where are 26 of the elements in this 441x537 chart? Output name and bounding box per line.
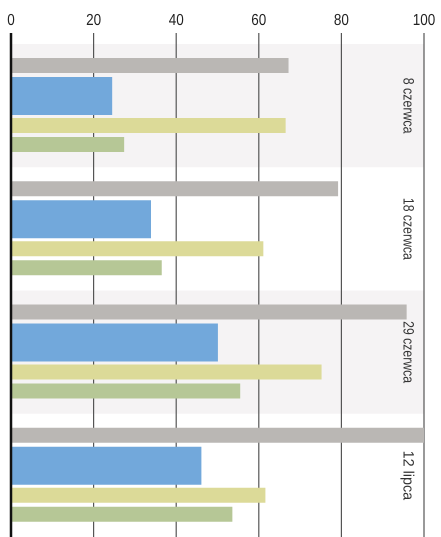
bar — [11, 488, 266, 503]
x-tick-label: 0 — [7, 12, 16, 29]
x-tick-label: 100 — [412, 12, 440, 29]
x-tick-label: 40 — [168, 12, 186, 29]
y-tick-label: 8 czerwca — [400, 78, 416, 146]
bar — [11, 384, 240, 398]
bar — [11, 304, 407, 320]
bar — [11, 260, 162, 276]
y-tick-label: 18 czerwca — [400, 198, 416, 274]
bar — [11, 181, 338, 196]
y-tick-label: 12 lipca — [400, 450, 416, 502]
bar — [11, 241, 264, 256]
bar — [11, 77, 112, 115]
x-tick-label: 20 — [86, 12, 104, 29]
bar — [11, 200, 152, 238]
bar — [11, 446, 202, 485]
bar — [11, 506, 232, 522]
bar — [11, 428, 424, 443]
x-tick-label: 60 — [251, 12, 270, 29]
bar — [11, 324, 218, 362]
bar — [11, 364, 322, 380]
y-tick-label: 29 czerwca — [400, 321, 416, 397]
bar — [11, 118, 286, 133]
x-tick-label: 80 — [334, 12, 352, 29]
bar — [11, 137, 124, 152]
bar — [11, 58, 289, 73]
